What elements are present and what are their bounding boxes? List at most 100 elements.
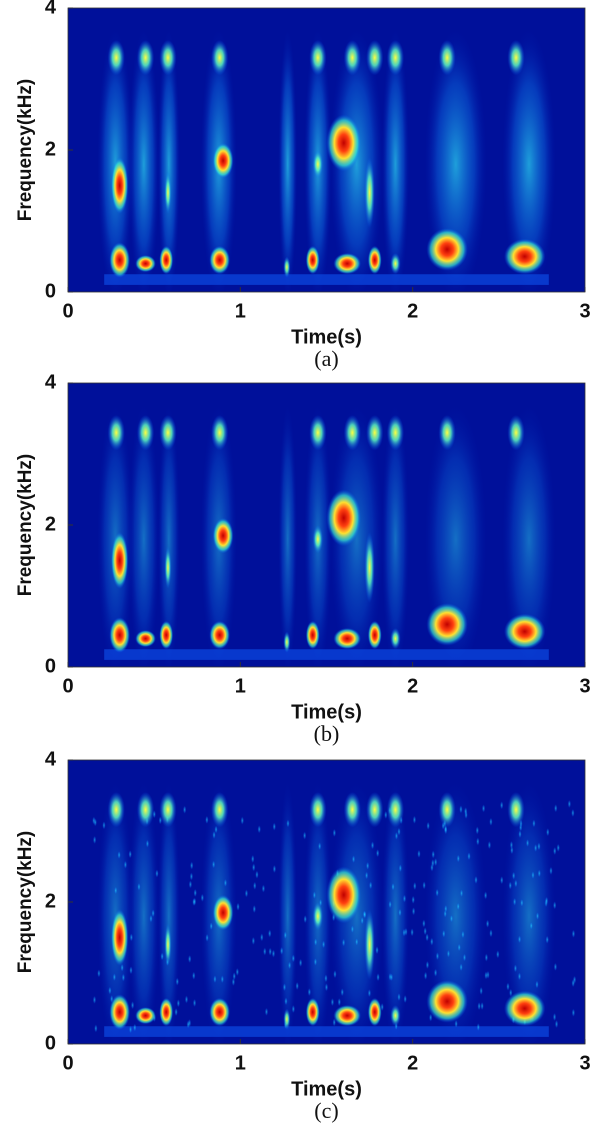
energy (438, 414, 456, 451)
energy (129, 966, 133, 975)
energy (128, 849, 132, 859)
energy (535, 980, 539, 989)
energy (121, 973, 126, 982)
energy (107, 39, 125, 76)
energy (426, 603, 468, 646)
energy (367, 620, 382, 650)
energy (313, 957, 318, 967)
energy (209, 921, 213, 931)
energy (309, 414, 327, 451)
energy (312, 525, 324, 554)
energy (333, 252, 361, 275)
energy (108, 986, 112, 995)
energy (454, 1019, 458, 1029)
energy (192, 971, 196, 980)
energy (394, 831, 399, 841)
energy (571, 808, 575, 818)
energy (312, 902, 324, 931)
spectrogram (68, 383, 585, 667)
energy (554, 803, 558, 813)
energy (212, 142, 234, 179)
energy (552, 901, 557, 910)
energy (386, 414, 405, 451)
energy (136, 791, 155, 828)
energy (251, 936, 256, 946)
energy (474, 875, 478, 885)
energy (549, 866, 553, 876)
energy (366, 39, 384, 76)
energy (381, 29, 410, 292)
energy (340, 987, 345, 997)
energy (459, 888, 464, 898)
energy (157, 29, 181, 292)
x-tick-label: 3 (579, 300, 590, 322)
energy (123, 860, 128, 869)
energy (117, 850, 121, 860)
energy (391, 882, 395, 892)
y-tick-label: 4 (45, 0, 57, 18)
energy (111, 909, 129, 966)
energy (159, 245, 174, 275)
energy (457, 943, 461, 952)
energy (532, 819, 536, 828)
energy (343, 791, 361, 828)
energy (164, 923, 172, 966)
energy (502, 29, 556, 292)
energy (350, 924, 355, 934)
energy (398, 908, 402, 917)
energy (135, 630, 156, 648)
energy (431, 858, 435, 868)
energy (159, 620, 174, 650)
energy (438, 39, 456, 76)
energy (307, 987, 312, 997)
energy (337, 997, 342, 1007)
x-tick-label: 3 (579, 1052, 590, 1074)
energy (333, 1004, 361, 1027)
energy (282, 982, 287, 992)
energy (375, 848, 380, 858)
energy (485, 919, 490, 928)
energy (426, 228, 468, 271)
energy (291, 1004, 296, 1014)
energy (330, 997, 335, 1007)
energy (305, 620, 320, 650)
energy (537, 842, 541, 851)
energy (412, 815, 417, 825)
energy (151, 908, 155, 918)
energy (295, 981, 299, 991)
energy (554, 1019, 559, 1029)
y-tick-label: 2 (45, 138, 56, 160)
x-tick-label: 2 (407, 675, 418, 697)
x-tick-label: 0 (62, 675, 73, 697)
energy (128, 1025, 133, 1034)
energy (553, 962, 558, 972)
caption: (c) (314, 1098, 338, 1123)
y-axis-label: Frequency(kHz) (15, 454, 36, 597)
energy (556, 843, 560, 853)
energy (261, 884, 266, 893)
energy (514, 879, 518, 888)
energy (360, 916, 364, 925)
energy (159, 791, 177, 828)
x-axis-label: Time(s) (291, 326, 362, 348)
energy (459, 805, 463, 814)
energy (263, 947, 267, 956)
energy (313, 937, 318, 947)
energy (477, 1001, 481, 1011)
energy (511, 871, 516, 880)
energy (192, 897, 196, 907)
energy (489, 928, 493, 938)
energy (130, 1000, 135, 1010)
energy (97, 969, 101, 978)
energy (351, 854, 356, 864)
x-tick-label: 3 (579, 675, 590, 697)
x-tick-label: 2 (407, 300, 418, 322)
energy (425, 960, 430, 970)
energy (435, 951, 440, 961)
energy (291, 954, 296, 963)
energy (484, 953, 489, 962)
x-tick-label: 1 (235, 300, 246, 322)
low-band (104, 649, 549, 660)
energy (159, 414, 177, 451)
energy (507, 791, 525, 828)
